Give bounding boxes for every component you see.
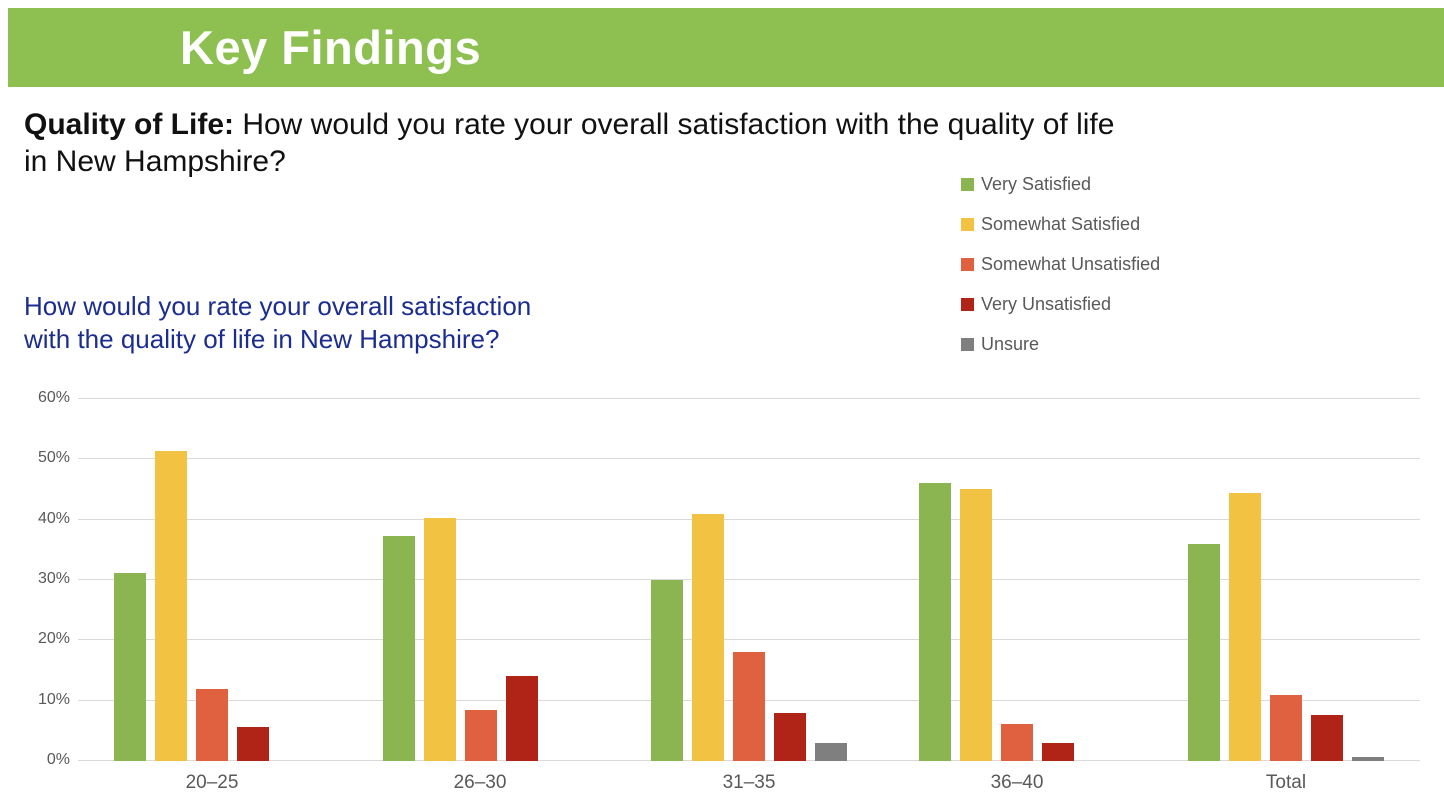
page-title: Key Findings <box>180 21 482 74</box>
chart-title-line1: How would you rate your overall satisfac… <box>24 291 532 321</box>
question-line2: in New Hampshire? <box>24 145 286 178</box>
header-bar: Key Findings <box>8 8 1444 87</box>
legend-label: Somewhat Satisfied <box>981 213 1141 234</box>
legend-entry: Very Unsatisfied <box>961 294 1160 314</box>
bar-very-satisfied-Total <box>1188 544 1220 761</box>
chart-title: How would you rate your overall satisfac… <box>24 290 531 356</box>
bar-somewhat-unsatisfied-26–30 <box>465 710 497 761</box>
gridline-30% <box>78 579 1420 580</box>
legend-label: Unsure <box>981 333 1040 354</box>
y-tick-label: 10% <box>37 690 70 708</box>
chart-legend: Very Satisfied Somewhat Satisfied Somewhat… <box>961 174 1160 374</box>
legend-swatch-icon <box>961 217 974 231</box>
question-rest: How would you rate your overall satisfac… <box>234 108 1115 141</box>
bar-very-unsatisfied-26–30 <box>506 676 538 761</box>
legend-entry: Very Satisfied <box>961 174 1160 194</box>
legend-entry: Somewhat Unsatisfied <box>961 254 1160 274</box>
question-line1: Quality of Life: How would you rate your… <box>24 106 1424 143</box>
bar-very-unsatisfied-20–25 <box>237 727 269 761</box>
y-tick-label: 20% <box>37 630 70 648</box>
bar-unsure-31–35 <box>815 743 847 761</box>
legend-swatch-icon <box>961 257 974 271</box>
y-tick-label: 40% <box>37 509 70 527</box>
legend-swatch-icon <box>961 297 974 311</box>
gridline-40% <box>78 518 1420 520</box>
bar-very-satisfied-36–40 <box>919 483 951 761</box>
x-category-label: Total <box>1265 772 1307 793</box>
legend-swatch-icon <box>961 337 974 351</box>
bar-somewhat-unsatisfied-36–40 <box>1001 724 1033 761</box>
bar-very-satisfied-26–30 <box>383 536 415 761</box>
gridline-20% <box>78 639 1420 641</box>
y-tick-label: 30% <box>37 570 70 587</box>
bar-very-unsatisfied-31–35 <box>774 713 806 761</box>
legend-entry: Unsure <box>961 334 1160 354</box>
bar-somewhat-unsatisfied-31–35 <box>733 652 765 761</box>
bar-somewhat-unsatisfied-Total <box>1270 695 1302 761</box>
question-lead: Quality of Life: <box>24 108 234 141</box>
bar-somewhat-satisfied-36–40 <box>960 489 992 761</box>
legend-label: Very Unsatisfied <box>981 293 1112 314</box>
x-category-label: 20–25 <box>185 772 239 793</box>
x-category-label: 36–40 <box>990 772 1044 793</box>
bar-somewhat-unsatisfied-20–25 <box>196 689 228 761</box>
x-category-label: 26–30 <box>453 772 507 793</box>
y-tick-label: 0% <box>46 751 70 768</box>
bar-somewhat-satisfied-20–25 <box>155 451 187 761</box>
bar-very-unsatisfied-36–40 <box>1042 743 1074 761</box>
bar-very-satisfied-31–35 <box>651 580 683 761</box>
bar-very-unsatisfied-Total <box>1311 715 1343 761</box>
legend-label: Somewhat Unsatisfied <box>981 253 1161 274</box>
legend-entry: Somewhat Satisfied <box>961 214 1160 234</box>
y-tick-label: 60% <box>37 389 70 406</box>
chart-title-line2: with the quality of life in New Hampshir… <box>24 324 500 354</box>
legend-swatch-icon <box>961 177 974 191</box>
bar-somewhat-satisfied-26–30 <box>424 518 456 761</box>
y-tick-label: 50% <box>37 449 70 467</box>
bar-somewhat-satisfied-31–35 <box>692 514 724 761</box>
bar-somewhat-satisfied-Total <box>1229 493 1261 761</box>
bar-unsure-Total <box>1352 757 1384 761</box>
question-text: Quality of Life: How would you rate your… <box>24 106 1424 180</box>
legend-label: Very Satisfied <box>981 173 1092 194</box>
gridline-50% <box>78 458 1420 460</box>
chart-plot-area <box>78 398 1420 761</box>
bar-very-satisfied-20–25 <box>114 573 146 761</box>
x-category-label: 31–35 <box>722 772 776 793</box>
gridline-60% <box>78 398 1420 399</box>
